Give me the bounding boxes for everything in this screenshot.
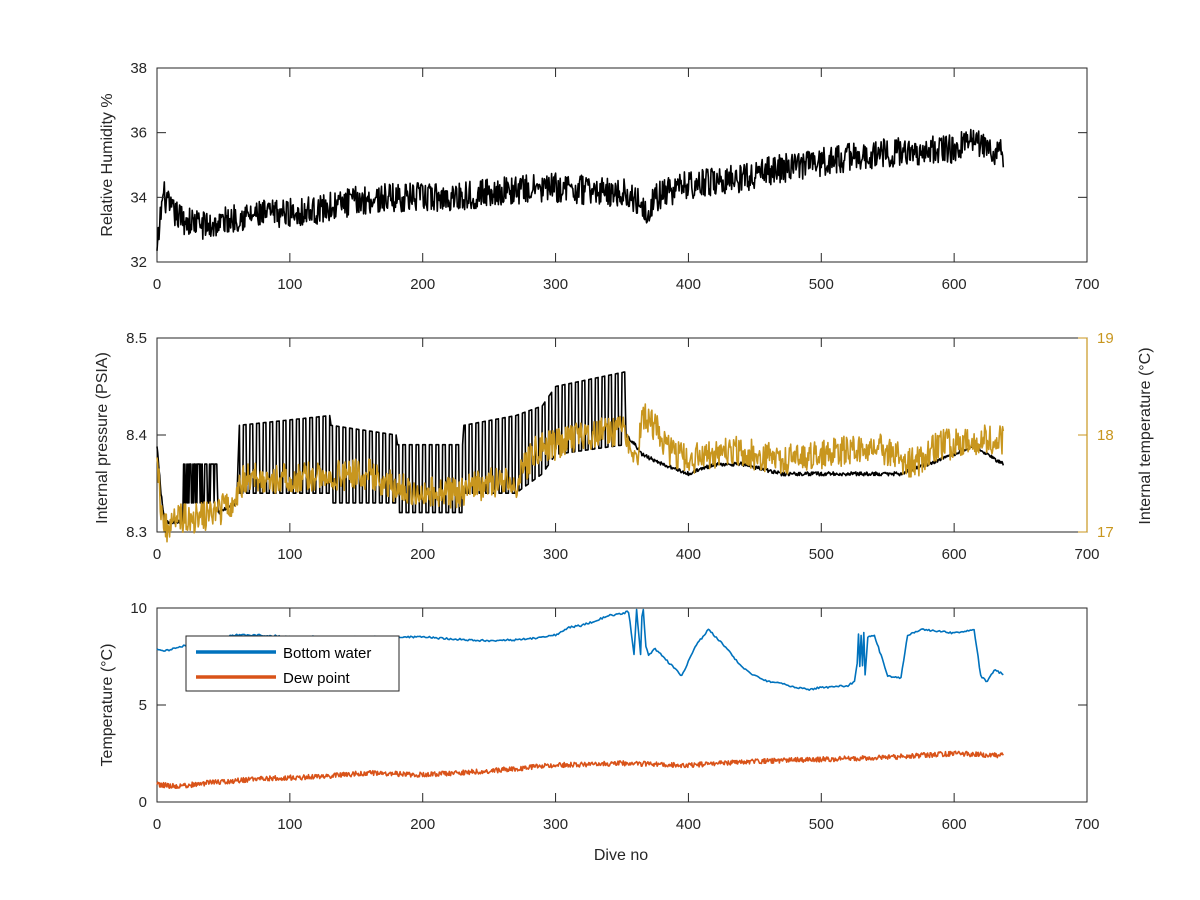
x-tick-label: 700 xyxy=(1074,816,1099,833)
pressure-y-axis-label: Internal pressure (PSIA) xyxy=(94,352,111,524)
x-tick-label: 0 xyxy=(153,546,161,563)
humidity-panel: 0 100 200 300 400 500 600 700 32 34 36 38 Relative… xyxy=(99,60,1100,293)
temperature-right-y-ticks: 17 18 19 xyxy=(1078,330,1114,541)
x-tick-label: 400 xyxy=(676,816,701,833)
x-tick-label: 600 xyxy=(942,816,967,833)
pressure-x-ticks: 0 100 200 300 400 500 600 700 xyxy=(153,338,1100,563)
x-tick-label: 300 xyxy=(543,276,568,293)
x-tick-label: 500 xyxy=(809,276,834,293)
pressure-y-ticks: 8.3 8.4 8.5 xyxy=(126,330,166,541)
x-tick-label: 400 xyxy=(676,276,701,293)
right-y-tick-label: 19 xyxy=(1097,330,1114,347)
right-y-tick-label: 17 xyxy=(1097,524,1114,541)
x-tick-label: 200 xyxy=(410,816,435,833)
y-tick-label: 0 xyxy=(139,794,147,811)
y-tick-label: 8.5 xyxy=(126,330,147,347)
y-tick-label: 8.4 xyxy=(126,427,147,444)
legend: Bottom water Dew point xyxy=(185,635,400,692)
x-tick-label: 400 xyxy=(676,546,701,563)
series-line-dew-point xyxy=(156,750,1004,790)
humidity-x-ticks: 0 100 200 300 400 500 600 700 xyxy=(153,68,1100,293)
x-tick-label: 0 xyxy=(153,816,161,833)
x-tick-label: 100 xyxy=(277,546,302,563)
series-line-pressure-series-0 xyxy=(156,371,1005,526)
x-tick-label: 600 xyxy=(942,276,967,293)
humidity-y-ticks: 32 34 36 38 xyxy=(130,60,1087,271)
y-tick-label: 36 xyxy=(130,125,147,142)
x-tick-label: 600 xyxy=(942,546,967,563)
y-tick-label: 10 xyxy=(130,600,147,617)
internal-temperature-y-axis-label: Internal temperature (°C) xyxy=(1137,347,1154,524)
humidity-y-axis-label: Relative Humidity % xyxy=(99,93,116,236)
x-tick-label: 700 xyxy=(1074,276,1099,293)
pressure-panel: 0 100 200 300 400 500 600 700 8.38.48.5 171819 … xyxy=(94,330,1154,563)
x-tick-label: 300 xyxy=(543,816,568,833)
temperature-panel: 0 100 200 300 400 500 600 700 0 5 10 Temperature … xyxy=(99,600,1100,864)
legend-box xyxy=(185,635,400,692)
right-y-tick-label: 18 xyxy=(1097,427,1114,444)
x-tick-label: 0 xyxy=(153,276,161,293)
x-tick-label: 100 xyxy=(277,276,302,293)
y-tick-label: 34 xyxy=(130,189,147,206)
x-tick-label: 500 xyxy=(809,546,834,563)
x-tick-label: 300 xyxy=(543,546,568,563)
legend-label-bottom-water: Bottom water xyxy=(283,645,371,662)
temperature-y-ticks: 0 5 10 xyxy=(130,600,1087,811)
dive-no-x-axis-label: Dive no xyxy=(594,847,648,864)
temperature-x-ticks: 0 100 200 300 400 500 600 700 xyxy=(153,608,1100,833)
y-tick-label: 5 xyxy=(139,697,147,714)
temperature-y-axis-label: Temperature (°C) xyxy=(99,644,116,767)
y-tick-label: 8.3 xyxy=(126,524,147,541)
series-line-pressure-series-1 xyxy=(156,403,1005,543)
x-tick-label: 200 xyxy=(410,546,435,563)
y-tick-label: 38 xyxy=(130,60,147,77)
x-tick-label: 500 xyxy=(809,816,834,833)
x-tick-label: 700 xyxy=(1074,546,1099,563)
x-tick-label: 200 xyxy=(410,276,435,293)
series-line-humidity-series-0 xyxy=(156,128,1005,251)
humidity-plot-frame xyxy=(156,67,1088,263)
pressure-series-layer xyxy=(156,371,1005,543)
y-tick-label: 32 xyxy=(130,254,147,271)
legend-label-dew-point: Dew point xyxy=(283,670,351,687)
humidity-series-layer xyxy=(156,128,1005,251)
x-tick-label: 100 xyxy=(277,816,302,833)
